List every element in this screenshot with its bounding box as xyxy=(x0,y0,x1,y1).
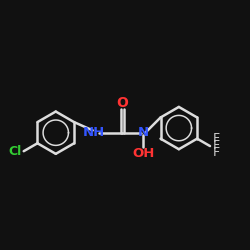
Text: F: F xyxy=(212,132,220,145)
Text: F: F xyxy=(212,139,220,152)
Text: Cl: Cl xyxy=(8,145,22,158)
Text: N: N xyxy=(138,126,149,139)
Text: OH: OH xyxy=(132,147,154,160)
Text: O: O xyxy=(116,96,128,110)
Text: F: F xyxy=(212,146,220,159)
Text: NH: NH xyxy=(83,126,105,139)
